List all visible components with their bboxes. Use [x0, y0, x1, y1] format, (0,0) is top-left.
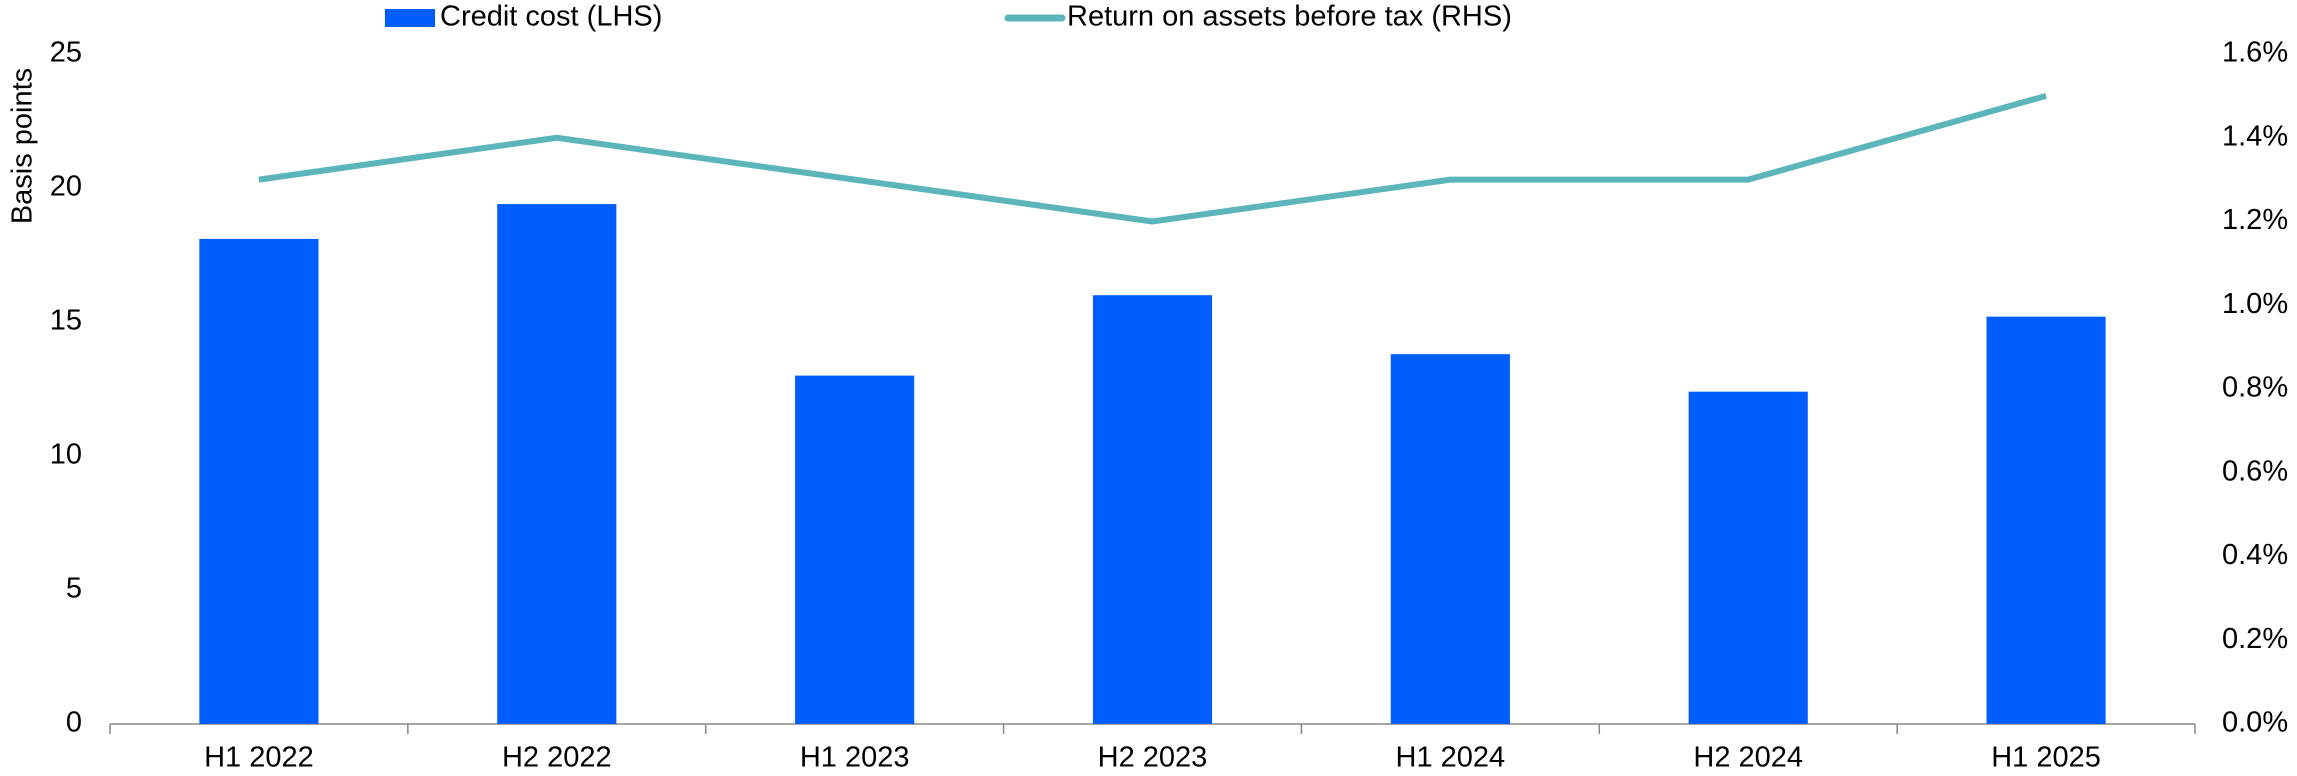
y2-tick-label: 0.0% [2222, 707, 2288, 739]
x-tick-label: H1 2022 [204, 742, 314, 774]
y-tick-label: 20 [50, 171, 82, 203]
bar [795, 375, 915, 724]
y2-tick-label: 1.4% [2222, 120, 2288, 152]
y2-tick-label: 1.0% [2222, 288, 2288, 320]
x-tick-label: H1 2023 [800, 742, 910, 774]
y-axis-label: Basis points [7, 68, 39, 224]
x-tick-label: H2 2022 [502, 742, 612, 774]
x-tick-label: H1 2024 [1396, 742, 1506, 774]
y2-tick-label: 0.4% [2222, 539, 2288, 571]
y-tick-label: 10 [50, 439, 82, 471]
y-tick-label: 5 [66, 573, 82, 605]
bar [1390, 354, 1510, 724]
y-tick-label: 0 [66, 707, 82, 739]
line [258, 92, 2047, 225]
bar [1688, 391, 1808, 724]
y2-tick-label: 0.6% [2222, 455, 2288, 487]
bar [1986, 316, 2106, 724]
y-tick-label: 25 [50, 37, 82, 69]
y2-tick-label: 1.2% [2222, 204, 2288, 236]
legend-swatch [385, 9, 435, 27]
y-tick-label: 15 [50, 305, 82, 337]
y2-tick-label: 0.2% [2222, 623, 2288, 655]
legend-label: Credit cost (LHS) [440, 1, 662, 33]
y2-tick-label: 0.8% [2222, 372, 2288, 404]
bar [1092, 295, 1213, 724]
bar [199, 238, 319, 725]
bar [497, 204, 617, 724]
x-tick-label: H1 2025 [1991, 742, 2101, 774]
x-tick-label: H2 2024 [1693, 742, 1803, 774]
x-tick-label: H2 2023 [1098, 742, 1208, 774]
legend-label: Return on assets before tax (RHS) [1067, 1, 1512, 33]
y2-tick-label: 1.6% [2222, 37, 2288, 69]
